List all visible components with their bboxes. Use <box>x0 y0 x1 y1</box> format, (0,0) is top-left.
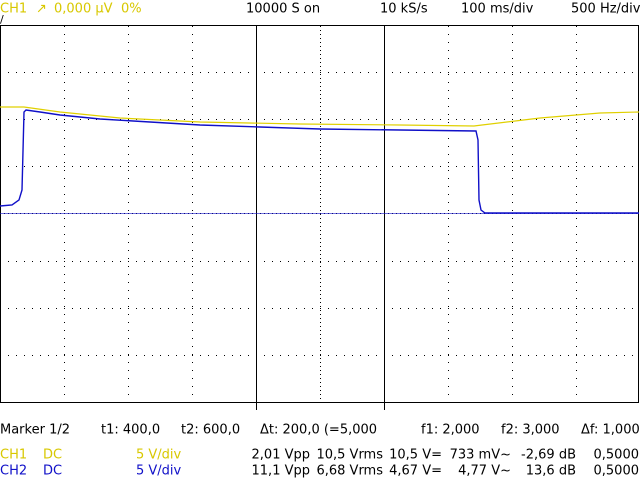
slope-mark: / <box>0 13 4 26</box>
channel-rows: CH1 DC 5 V/div 2,01 Vpp 10,5 Vrms 10,5 V= 733 … <box>0 448 639 479</box>
trigger-level: 0,000 µV <box>54 2 113 17</box>
plot-area <box>0 25 640 410</box>
channel-name: CH2 <box>0 464 27 479</box>
time-div: 100 ms/div <box>461 2 534 17</box>
ratio: 0,5000 <box>594 464 640 479</box>
marker-dt-value: Δt: 200,0 (=5,000 <box>260 423 377 438</box>
vac: 733 mV~ <box>450 448 511 463</box>
vac: 4,77 V~ <box>458 464 511 479</box>
marker-t1-value: t1: 400,0 <box>101 423 160 438</box>
channel-name: CH1 <box>0 448 27 463</box>
db: -2,69 dB <box>521 448 576 463</box>
sample-rate: 10 kS/s <box>380 2 428 17</box>
averaging: 10000 S on <box>246 2 320 17</box>
db: 13,6 dB <box>526 464 576 479</box>
ch2-trace <box>0 109 639 214</box>
vdc: 10,5 V= <box>389 448 442 463</box>
channel-label: CH1 <box>0 2 27 17</box>
vrms: 6,68 Vrms <box>316 464 383 479</box>
marker-label: Marker 1/2 <box>0 423 70 438</box>
ch1-trace <box>0 106 640 127</box>
volts-div: 5 V/div <box>136 448 182 463</box>
ratio: 0,5000 <box>594 448 640 463</box>
vdc: 4,67 V= <box>389 464 442 479</box>
volts-div: 5 V/div <box>136 464 182 479</box>
vrms: 10,5 Vrms <box>316 448 383 463</box>
trigger-icon: ↗ <box>36 2 47 17</box>
marker-t2-value: t2: 600,0 <box>181 423 240 438</box>
freq-div: 500 Hz/div <box>571 2 640 17</box>
marker-f2-value: f2: 3,000 <box>501 423 560 438</box>
marker-f1-value: f1: 2,000 <box>421 423 480 438</box>
coupling: DC <box>43 464 62 479</box>
vpp: 2,01 Vpp <box>252 448 310 463</box>
coupling: DC <box>43 448 62 463</box>
trigger-percent: 0% <box>121 2 142 17</box>
vpp: 11,1 Vpp <box>252 464 310 479</box>
marker-df-value: Δf: 1,000 <box>581 423 640 438</box>
